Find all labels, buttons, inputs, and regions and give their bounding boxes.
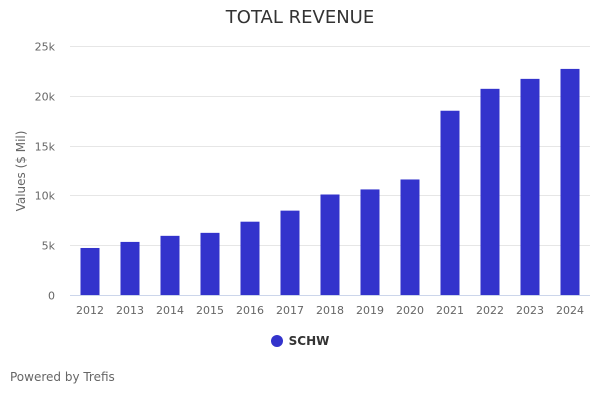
bar-2021[interactable] bbox=[440, 110, 460, 296]
x-tick-label: 2014 bbox=[156, 304, 184, 317]
powered-by-credit: Powered by Trefis bbox=[10, 370, 115, 384]
x-tick-label: 2024 bbox=[556, 304, 584, 317]
bar-2013[interactable] bbox=[120, 241, 140, 295]
legend[interactable]: SCHW bbox=[0, 334, 600, 348]
bar-2019[interactable] bbox=[360, 189, 380, 295]
bar-2012[interactable] bbox=[80, 247, 100, 295]
x-tick-label: 2020 bbox=[396, 304, 424, 317]
y-tick-label: 10k bbox=[35, 190, 56, 203]
bar-2020[interactable] bbox=[400, 179, 420, 295]
x-tick-label: 2022 bbox=[476, 304, 504, 317]
y-tick-label: 15k bbox=[35, 141, 56, 154]
x-axis-ticks: 2012 2013 2014 2015 2016 2017 2018 2019 2020 2021… bbox=[76, 304, 584, 317]
x-tick-label: 2017 bbox=[276, 304, 304, 317]
y-axis-label: Values ($ Mil) bbox=[14, 131, 28, 212]
bar-2024[interactable] bbox=[560, 68, 580, 296]
y-axis-ticks: 0 5k 10k 15k 20k 25k bbox=[35, 41, 56, 303]
bar-2018[interactable] bbox=[320, 194, 340, 295]
x-tick-label: 2013 bbox=[116, 304, 144, 317]
x-tick-label: 2015 bbox=[196, 304, 224, 317]
x-tick-label: 2012 bbox=[76, 304, 104, 317]
bar-2023[interactable] bbox=[520, 78, 540, 295]
bar-2022[interactable] bbox=[480, 88, 500, 295]
x-tick-label: 2018 bbox=[316, 304, 344, 317]
bar-2015[interactable] bbox=[200, 232, 220, 295]
x-tick-label: 2021 bbox=[436, 304, 464, 317]
legend-marker-icon bbox=[270, 335, 283, 347]
x-tick-label: 2016 bbox=[236, 304, 264, 317]
y-tick-label: 25k bbox=[35, 41, 56, 54]
y-tick-label: 20k bbox=[35, 91, 56, 104]
bars bbox=[80, 68, 580, 296]
bar-2016[interactable] bbox=[240, 221, 260, 295]
y-tick-label: 0 bbox=[48, 290, 55, 303]
x-tick-label: 2023 bbox=[516, 304, 544, 317]
y-tick-label: 5k bbox=[42, 240, 56, 253]
x-tick-label: 2019 bbox=[356, 304, 384, 317]
legend-label[interactable]: SCHW bbox=[288, 334, 330, 348]
chart-title: TOTAL REVENUE bbox=[225, 7, 375, 28]
bar-2017[interactable] bbox=[280, 210, 300, 295]
bar-2014[interactable] bbox=[160, 235, 180, 295]
